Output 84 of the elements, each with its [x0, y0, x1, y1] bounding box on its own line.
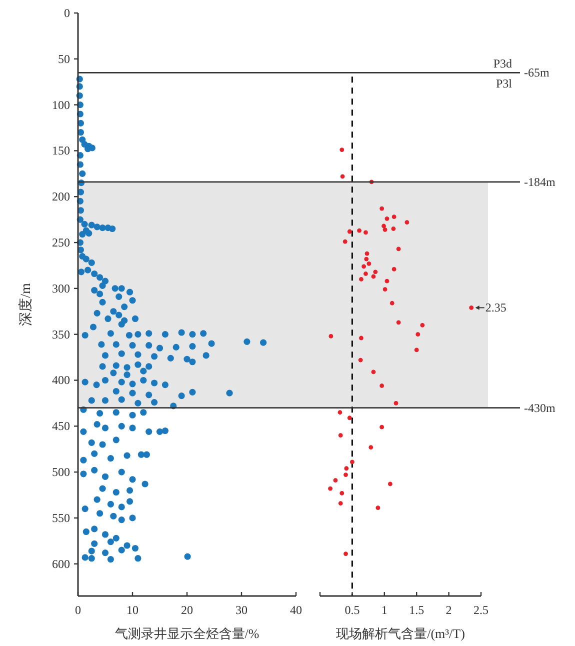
point: [364, 251, 370, 256]
annotation: 2.35: [485, 300, 506, 315]
y-tick-label: 500: [52, 465, 70, 480]
y-tick-label: 550: [52, 510, 70, 525]
point: [376, 506, 380, 510]
point: [371, 274, 376, 279]
point: [344, 466, 349, 471]
ref-line-label: -184m: [524, 174, 556, 189]
point: [373, 270, 378, 274]
point: [388, 482, 392, 486]
point: [364, 256, 369, 262]
y-tick-label: 300: [52, 281, 70, 296]
point: [469, 306, 474, 310]
point: [357, 228, 362, 233]
point: [396, 320, 401, 325]
x-axis-title: 现场解析气含量/(m³/T): [336, 626, 465, 641]
y-tick-label: 600: [52, 556, 70, 571]
point: [392, 266, 396, 272]
point: [338, 410, 342, 415]
point: [368, 445, 374, 450]
point: [358, 358, 363, 362]
point: [342, 239, 348, 244]
x-tick-label: 2.5: [474, 603, 488, 617]
point: [382, 287, 388, 292]
point: [333, 478, 338, 483]
point: [396, 246, 401, 252]
point: [364, 272, 368, 276]
point: [371, 370, 376, 374]
x-tick-label: 0: [75, 603, 81, 617]
point: [347, 416, 352, 420]
point: [384, 278, 390, 284]
point: [416, 332, 420, 337]
text: P3d: [493, 56, 512, 71]
point: [362, 264, 366, 269]
point: [382, 227, 388, 232]
point: [344, 552, 348, 556]
y-tick-label: 150: [52, 144, 70, 158]
y-tick-label: 450: [52, 419, 70, 434]
point: [340, 148, 344, 152]
point: [347, 229, 352, 234]
x-tick-label: 10: [126, 603, 138, 617]
point: [359, 336, 364, 340]
point: [340, 174, 345, 179]
x-tick-label: 30: [236, 603, 248, 617]
point: [359, 277, 364, 282]
y-tick-label: 0: [64, 6, 70, 20]
point: [404, 220, 410, 225]
point: [344, 472, 348, 478]
y-tick-label: 200: [52, 190, 70, 204]
point: [391, 226, 396, 231]
x-tick-label: 20: [181, 603, 193, 617]
x-tick-label: 40: [290, 603, 302, 617]
point: [392, 214, 396, 220]
x-axis-title: 气测录井显示全烃含量/%: [114, 626, 260, 641]
y-tick-label: 100: [52, 98, 70, 112]
y-tick-label: 400: [52, 373, 70, 388]
point: [338, 433, 343, 438]
ref-line-label: -430m: [524, 400, 556, 415]
point: [394, 400, 398, 406]
point: [380, 206, 384, 211]
y-tick-label: 50: [58, 52, 70, 66]
ref-line-label: -65m: [524, 66, 550, 80]
point: [420, 322, 425, 328]
point: [384, 216, 390, 221]
point: [338, 501, 343, 506]
y-tick-label: 350: [52, 327, 70, 342]
point: [328, 334, 334, 338]
x-tick-label: 0.5: [344, 603, 360, 617]
point: [414, 348, 419, 352]
point: [390, 300, 394, 306]
point: [382, 224, 386, 228]
point: [364, 230, 368, 235]
point: [380, 424, 384, 430]
x-tick-label: 1.5: [409, 603, 424, 617]
point: [350, 460, 354, 464]
point: [380, 384, 384, 388]
point: [328, 486, 333, 491]
text: P3l: [496, 76, 513, 91]
x-tick-label: 1: [381, 603, 388, 617]
y-tick-label: 250: [52, 236, 70, 250]
point: [366, 261, 372, 266]
point: [340, 490, 344, 496]
x-tick-label: 2: [446, 603, 452, 617]
y-axis-title: 深度/m: [18, 283, 34, 326]
